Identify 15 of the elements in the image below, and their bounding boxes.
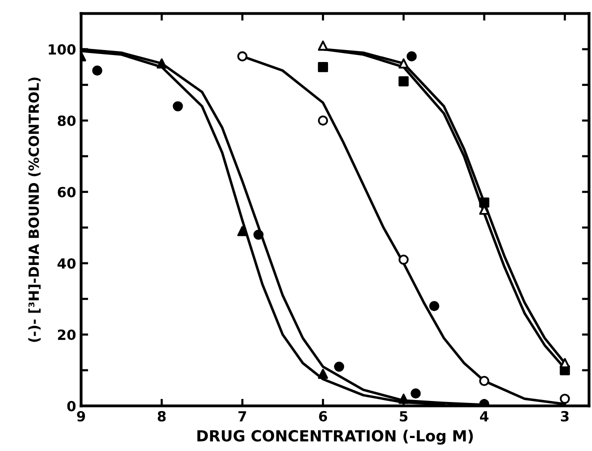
x-tick-label: 9 <box>76 411 86 422</box>
x-tick-label: 7 <box>238 411 246 422</box>
x-axis-title: DRUG CONCENTRATION (-Log M) <box>197 430 473 445</box>
y-tick-label: 60 <box>58 186 76 198</box>
y-tick-label: 0 <box>67 400 76 412</box>
y-axis-title: (-)- [³H]-DHA BOUND (%CONTROL) <box>28 78 41 342</box>
y-tick-label: 100 <box>48 44 76 55</box>
y-tick-label: 40 <box>58 258 76 269</box>
y-tick-label: 80 <box>58 116 76 126</box>
x-tick-label: 6 <box>319 411 328 422</box>
x-tick-label: 8 <box>158 411 166 422</box>
y-tick-label: 20 <box>58 330 76 340</box>
x-tick-label: 4 <box>480 411 488 422</box>
x-tick-label: 3 <box>560 411 569 422</box>
x-tick-label: 5 <box>400 411 408 422</box>
